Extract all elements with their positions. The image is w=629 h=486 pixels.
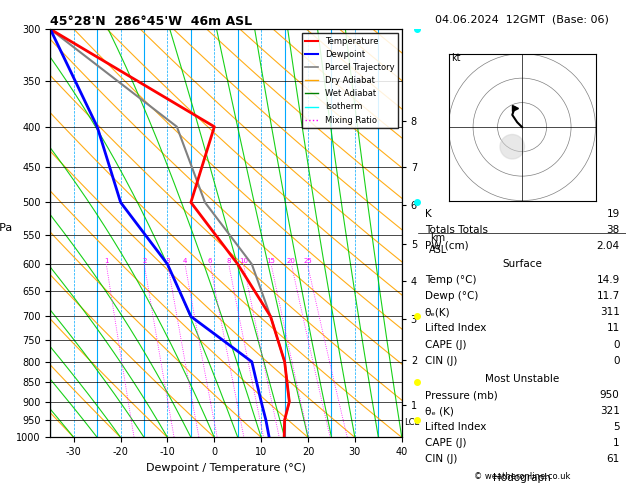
Text: 321: 321 [599, 406, 620, 416]
Text: 45°28'N  286°45'W  46m ASL: 45°28'N 286°45'W 46m ASL [50, 15, 252, 28]
Text: 61: 61 [606, 454, 620, 464]
Text: 15: 15 [267, 258, 276, 264]
Text: 11.7: 11.7 [596, 292, 620, 301]
Text: 8: 8 [226, 258, 231, 264]
Legend: Temperature, Dewpoint, Parcel Trajectory, Dry Adiabat, Wet Adiabat, Isotherm, Mi: Temperature, Dewpoint, Parcel Trajectory… [302, 34, 398, 128]
Text: CIN (J): CIN (J) [425, 356, 457, 365]
Text: Hodograph: Hodograph [493, 473, 551, 483]
Text: 11: 11 [606, 324, 620, 333]
Text: CAPE (J): CAPE (J) [425, 438, 466, 448]
Text: 20: 20 [287, 258, 296, 264]
Circle shape [500, 135, 525, 159]
Text: 6: 6 [208, 258, 213, 264]
Text: CAPE (J): CAPE (J) [425, 340, 466, 349]
X-axis label: Dewpoint / Temperature (°C): Dewpoint / Temperature (°C) [146, 463, 306, 473]
Text: 14.9: 14.9 [596, 276, 620, 285]
Text: 04.06.2024  12GMT  (Base: 06): 04.06.2024 12GMT (Base: 06) [435, 15, 609, 25]
Text: 950: 950 [600, 390, 620, 400]
Text: Lifted Index: Lifted Index [425, 422, 486, 432]
Text: θₑ (K): θₑ (K) [425, 406, 454, 416]
Text: 1: 1 [104, 258, 109, 264]
Text: 311: 311 [599, 308, 620, 317]
Text: 19: 19 [606, 209, 620, 219]
Text: © weatheronline.co.uk: © weatheronline.co.uk [474, 472, 571, 481]
Text: 25: 25 [303, 258, 312, 264]
Text: 38: 38 [606, 225, 620, 235]
Text: Temp (°C): Temp (°C) [425, 276, 476, 285]
Text: 2.04: 2.04 [596, 241, 620, 251]
Text: 2: 2 [142, 258, 147, 264]
Text: Totals Totals: Totals Totals [425, 225, 487, 235]
Y-axis label: hPa: hPa [0, 223, 13, 233]
Text: Dewp (°C): Dewp (°C) [425, 292, 478, 301]
Text: 10: 10 [239, 258, 248, 264]
Text: LCL: LCL [404, 418, 420, 427]
Text: 3: 3 [165, 258, 170, 264]
Text: Surface: Surface [502, 260, 542, 269]
Text: 0: 0 [613, 356, 620, 365]
Text: PW (cm): PW (cm) [425, 241, 468, 251]
Text: Lifted Index: Lifted Index [425, 324, 486, 333]
Text: CIN (J): CIN (J) [425, 454, 457, 464]
Text: kt: kt [451, 53, 460, 63]
Text: 5: 5 [613, 422, 620, 432]
Text: θₑ(K): θₑ(K) [425, 308, 450, 317]
Text: 4: 4 [183, 258, 187, 264]
Text: Pressure (mb): Pressure (mb) [425, 390, 498, 400]
Text: K: K [425, 209, 431, 219]
Text: 0: 0 [613, 340, 620, 349]
Text: 1: 1 [613, 438, 620, 448]
Text: Most Unstable: Most Unstable [485, 374, 559, 384]
Y-axis label: km
ASL: km ASL [429, 233, 447, 255]
